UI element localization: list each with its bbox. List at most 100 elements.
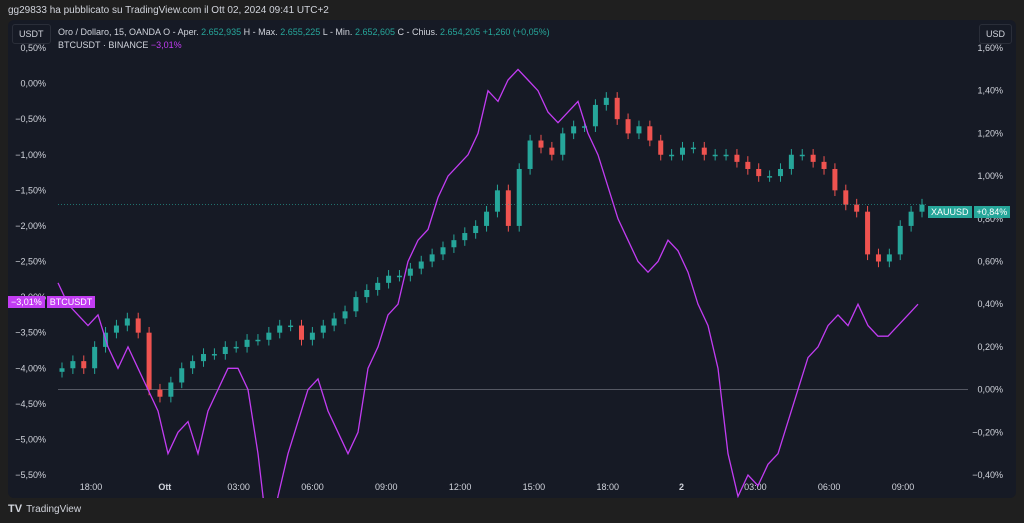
change-value: +1,260 (+0,05%) <box>482 27 550 37</box>
candle-body <box>625 119 631 134</box>
right-axis-tick: −0,40% <box>972 470 1003 480</box>
candle-body <box>244 339 250 347</box>
candle-body <box>701 147 707 155</box>
candle-body <box>59 368 65 372</box>
chart-svg: 0,50% 0,00% −0,50% −1,00% −1,50% −2,00% −2,50%… <box>15 43 1003 498</box>
open-value: 2.652,935 <box>201 27 242 37</box>
candle-body <box>527 140 533 169</box>
high-value: 2.655,225 <box>280 27 321 37</box>
x-axis-tick: 18:00 <box>80 482 103 492</box>
candle-body <box>832 168 838 191</box>
candle-body <box>342 311 348 319</box>
symbol-title[interactable]: Oro / Dollaro, 15, OANDA <box>58 27 161 37</box>
candle-body <box>92 346 98 369</box>
candle-body <box>777 168 783 177</box>
low-value: 2.652,605 <box>354 27 395 37</box>
chart-pane[interactable]: USDT USD Oro / Dollaro, 15, OANDA O - Ap… <box>8 20 1016 498</box>
candle-body <box>603 97 609 105</box>
candle-body <box>767 176 773 178</box>
candle-body <box>157 389 163 397</box>
candle-body <box>919 204 925 212</box>
compare-symbol[interactable]: BTCUSDT · BINANCE <box>58 40 149 50</box>
xau-badge-value: +0,84% <box>973 206 1011 218</box>
candle-body <box>571 126 577 134</box>
candle-body <box>320 325 326 333</box>
left-scale-button[interactable]: USDT <box>12 24 51 44</box>
candle-body <box>799 154 805 157</box>
candle-body <box>331 318 337 326</box>
candle-body <box>549 147 555 155</box>
candle-body <box>407 268 413 276</box>
candle-body <box>309 332 315 340</box>
right-axis-tick: 1,20% <box>977 128 1003 138</box>
candle-body <box>636 126 642 134</box>
left-axis-tick: −5,00% <box>15 434 46 444</box>
candle-body <box>462 233 468 241</box>
candle-body <box>418 261 424 269</box>
chart-legend: Oro / Dollaro, 15, OANDA O - Aper. 2.652… <box>58 26 550 52</box>
candle-body <box>647 126 653 141</box>
candle-body <box>113 325 119 333</box>
btc-badge-label: BTCUSDT <box>46 296 96 308</box>
x-axis-tick: Ott <box>158 482 171 492</box>
x-axis-tick: 03:00 <box>227 482 250 492</box>
left-axis-tick: 0,00% <box>20 79 46 89</box>
candle-body <box>538 140 544 148</box>
right-axis-tick: 0,60% <box>977 257 1003 267</box>
candle-body <box>353 297 359 312</box>
x-axis-tick: 06:00 <box>818 482 841 492</box>
left-axis-tick: −2,00% <box>15 221 46 231</box>
candle-body <box>843 190 849 205</box>
candle-body <box>505 190 511 226</box>
candle-body <box>81 361 87 369</box>
candle-body <box>516 168 522 226</box>
left-axis-tick: −0,50% <box>15 114 46 124</box>
compare-change: −3,01% <box>150 40 182 50</box>
candle-body <box>70 361 76 369</box>
candle-body <box>865 211 871 255</box>
candle-body <box>897 225 903 255</box>
brand-name[interactable]: TradingView <box>26 503 82 515</box>
right-axis-tick: 1,60% <box>977 43 1003 53</box>
right-axis-tick: 0,00% <box>977 385 1003 395</box>
candle-body <box>451 240 457 248</box>
btc-badge: −3,01% BTCUSDT <box>8 296 96 308</box>
right-axis-tick: −0,20% <box>972 427 1003 437</box>
candle-body <box>255 339 261 342</box>
left-axis-tick: −2,50% <box>15 257 46 267</box>
candle-body <box>288 325 294 328</box>
btcusdt-line <box>57 68 919 498</box>
candle-body <box>440 247 446 255</box>
open-label: O - Aper. <box>163 27 199 37</box>
close-value: 2.654,205 <box>440 27 481 37</box>
left-axis-tick: −5,50% <box>15 470 46 480</box>
candle-body <box>875 254 881 262</box>
high-label: H - Max. <box>243 27 278 37</box>
candle-body <box>473 225 479 234</box>
candle-body <box>386 275 392 283</box>
candle-body <box>396 275 402 278</box>
right-scale-button[interactable]: USD <box>978 24 1012 44</box>
close-label: C - Chius. <box>397 27 438 37</box>
candle-body <box>734 154 740 162</box>
tradingview-logo-icon[interactable]: TV <box>8 503 23 515</box>
candle-body <box>614 97 620 120</box>
candle-body <box>364 289 370 298</box>
candle-body <box>190 361 196 369</box>
x-axis-tick: 12:00 <box>449 482 472 492</box>
candle-body <box>908 211 914 226</box>
right-axis-tick: 0,20% <box>977 342 1003 352</box>
left-axis-tick: −1,00% <box>15 150 46 160</box>
candle-body <box>810 154 816 162</box>
candle-body <box>211 354 217 356</box>
x-axis-tick: 2 <box>679 482 684 492</box>
footer: TV TradingView <box>8 503 81 515</box>
right-axis-tick: 0,40% <box>977 299 1003 309</box>
candle-body <box>168 382 174 397</box>
candle-body <box>201 354 207 362</box>
x-axis-tick: 06:00 <box>301 482 324 492</box>
xau-badge: XAUUSD +0,84% <box>928 206 1011 218</box>
candle-body <box>712 154 718 157</box>
candle-body <box>560 133 566 155</box>
right-axis-tick: 0,80% <box>977 214 1003 224</box>
